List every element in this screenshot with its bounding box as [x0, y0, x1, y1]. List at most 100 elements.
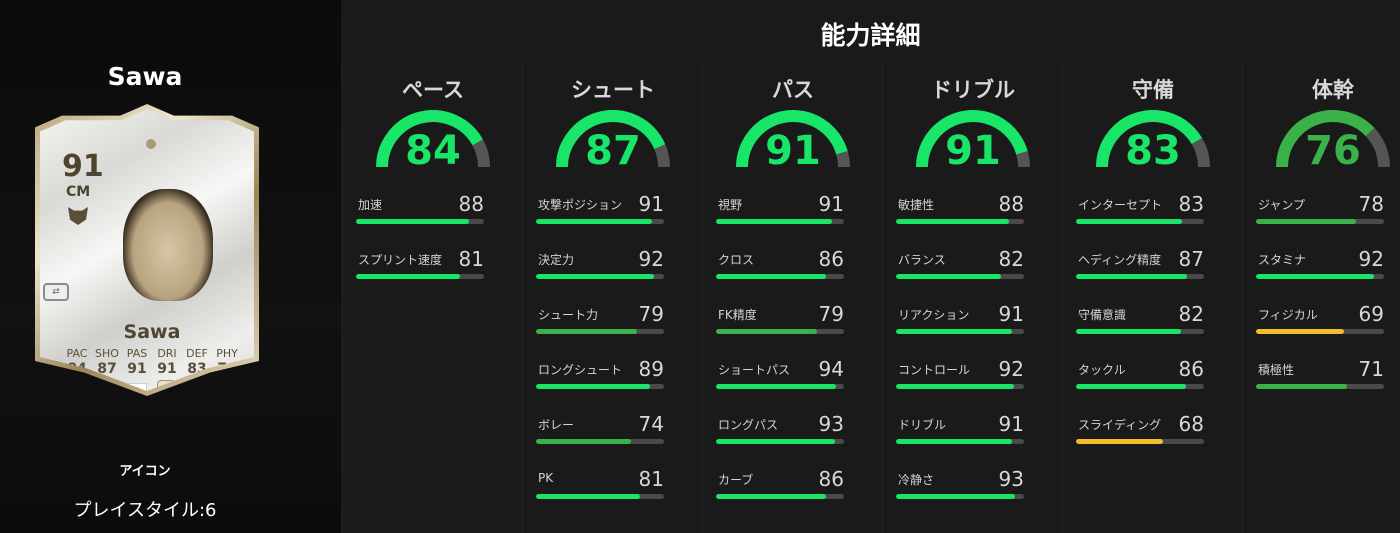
icon-emblem-icon	[144, 137, 158, 151]
category-column: 守備 83 インターセプト 83 ヘディング精度 87 守備意識 82 タックル 86 スライディン…	[1062, 62, 1242, 533]
card-position: CM	[66, 184, 91, 200]
stat-value: 89	[638, 357, 664, 381]
stat-bar-fill	[1076, 329, 1181, 334]
stat-row: ヘディング精度 87	[1076, 247, 1204, 283]
card-stat-label: DEF	[186, 347, 208, 360]
stat-value: 94	[818, 357, 844, 381]
card-stat-value: 83	[187, 361, 207, 377]
stat-bar-fill	[1076, 219, 1183, 224]
gauge-fill	[736, 110, 848, 168]
stat-row: 敏捷性 88	[896, 192, 1024, 228]
stat-row: インターセプト 83	[1076, 192, 1204, 228]
stat-bar-fill	[896, 384, 1014, 389]
stat-label: バランス	[898, 253, 946, 267]
stat-row: カーブ 86	[716, 467, 844, 503]
stat-bar-fill	[896, 219, 1009, 224]
stat-row: スライディング 68	[1076, 412, 1204, 448]
player-portrait	[123, 189, 213, 301]
category-title: シュート	[571, 78, 655, 102]
stat-bar-fill	[536, 329, 638, 334]
stat-label: スタミナ	[1258, 253, 1307, 267]
stat-bar-fill	[896, 494, 1016, 499]
card-stat-label: PAS	[126, 347, 148, 360]
stat-row: ドリブル 91	[896, 412, 1024, 448]
stat-bar-fill	[1076, 384, 1187, 389]
card-face-background: 91 CM ⇄ Sawa PAC SHO PAS DRI DEF PHY 84 87 91 91…	[40, 109, 254, 391]
category-rating: 91	[765, 128, 821, 174]
stat-label: 冷静さ	[898, 473, 935, 487]
stat-bar	[896, 219, 1024, 224]
stat-bar	[356, 219, 484, 224]
card-type-label: アイコン	[119, 464, 171, 479]
category-gauge	[376, 110, 490, 168]
card-stat-value: 91	[157, 361, 177, 377]
stat-label: インターセプト	[1078, 198, 1163, 212]
stat-bar-fill	[716, 439, 836, 444]
stat-row: 攻撃ポジション 91	[536, 192, 664, 228]
stat-bar-fill	[356, 219, 469, 224]
stat-value: 79	[818, 302, 844, 326]
stat-row: スプリント速度 81	[356, 247, 484, 283]
gauge-fill	[1276, 110, 1375, 168]
category-title: 体幹	[1312, 78, 1354, 102]
stat-value: 86	[1178, 357, 1204, 381]
card-rating: 91	[62, 149, 104, 184]
stat-row: 視野 91	[716, 192, 844, 228]
stat-bar-fill	[896, 274, 1001, 279]
stat-value: 83	[1178, 192, 1204, 216]
card-stat-label: PAC	[66, 347, 88, 360]
stat-bar-fill	[1256, 274, 1374, 279]
card-stat-value: 87	[97, 361, 117, 377]
stat-bar-fill	[1076, 439, 1164, 444]
stat-label: 決定力	[538, 253, 575, 267]
stat-label: ジャンプ	[1258, 198, 1306, 212]
stat-bar	[536, 494, 664, 499]
stat-bar-fill	[716, 384, 837, 389]
stat-bar	[896, 329, 1024, 334]
playstyle-count[interactable]: プレイスタイル:6	[73, 500, 217, 521]
stat-value: 74	[638, 412, 664, 436]
stat-label: ショートパス	[718, 363, 791, 377]
stat-row: ジャンプ 78	[1256, 192, 1384, 228]
stat-label: 加速	[358, 198, 383, 212]
category-gauge	[736, 110, 850, 168]
stat-row: バランス 82	[896, 247, 1024, 283]
stat-bar	[536, 219, 664, 224]
stat-bar-fill	[716, 274, 827, 279]
stat-label: シュート力	[538, 308, 599, 322]
card-stat-labels: PAC SHO PAS DRI DEF PHY	[62, 347, 242, 360]
icon-club-badge-icon	[157, 380, 175, 391]
category-gauge	[1096, 110, 1210, 168]
card-stat-label: SHO	[95, 347, 119, 360]
category-column: 体幹 76 ジャンプ 78 スタミナ 92 フィジカル 69 積極性 71	[1242, 62, 1400, 533]
stat-bar	[1256, 329, 1384, 334]
stat-label: ロングパス	[718, 418, 779, 432]
stat-label: カーブ	[718, 473, 754, 487]
stat-bar-fill	[1076, 274, 1188, 279]
stat-label: クロス	[718, 253, 755, 267]
stat-bar	[536, 329, 664, 334]
stat-bar	[716, 219, 844, 224]
stat-value: 91	[638, 192, 664, 216]
stat-bar	[1256, 384, 1384, 389]
stat-bar	[716, 329, 844, 334]
stat-bar	[1076, 329, 1204, 334]
stat-bar	[1076, 439, 1204, 444]
stat-row: ロングシュート 89	[536, 357, 664, 393]
stat-label: PK	[538, 471, 554, 485]
category-rating: 76	[1305, 128, 1361, 174]
stat-value: 92	[1358, 247, 1384, 271]
stat-row: リアクション 91	[896, 302, 1024, 338]
stat-label: 積極性	[1258, 363, 1295, 377]
player-card[interactable]: 91 CM ⇄ Sawa PAC SHO PAS DRI DEF PHY 84 87 91 91…	[35, 104, 259, 396]
stat-value: 81	[638, 467, 664, 491]
stat-value: 91	[818, 192, 844, 216]
gauge-track	[1191, 137, 1210, 168]
category-title: ドリブル	[931, 78, 1015, 102]
stat-bar-fill	[536, 384, 650, 389]
stat-value: 87	[1178, 247, 1204, 271]
stat-bar	[356, 274, 484, 279]
stat-label: FK精度	[718, 308, 757, 322]
stat-label: スライディング	[1078, 418, 1162, 432]
stat-row: FK精度 79	[716, 302, 844, 338]
